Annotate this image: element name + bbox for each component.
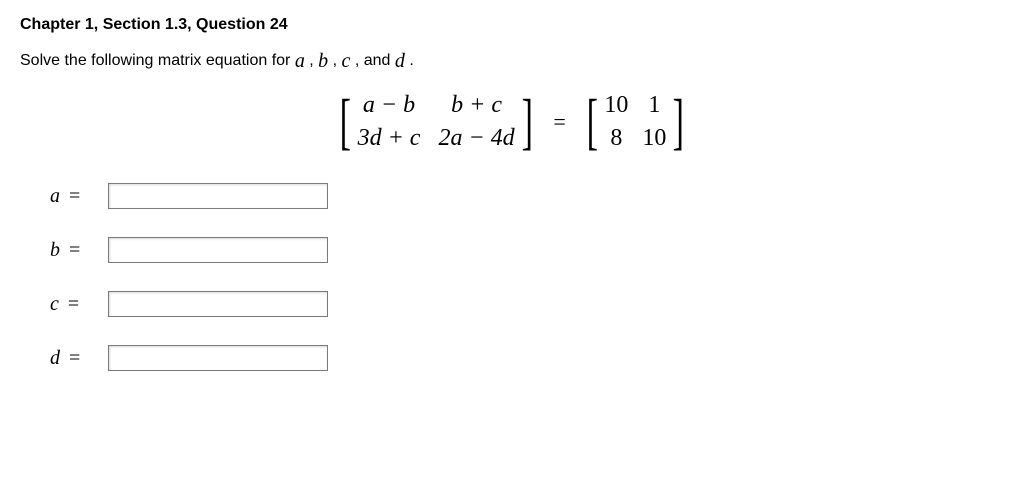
answer-label-c: c = [50, 293, 98, 316]
answers-block: a = b = c = d = [50, 183, 1004, 371]
answer-row-b: b = [50, 237, 1004, 263]
answer-label-b: b = [50, 239, 98, 262]
prompt-suffix: . [409, 52, 413, 69]
answer-row-c: c = [50, 291, 1004, 317]
right-matrix-body: 10 1 8 10 [602, 91, 668, 153]
answer-label-d: d = [50, 347, 98, 370]
lm-cell-11: 2a − 4d [438, 125, 514, 152]
answer-row-d: d = [50, 345, 1004, 371]
rm-cell-10: 8 [604, 125, 628, 152]
left-matrix-body: a − b b + c 3d + c 2a − 4d [356, 91, 517, 153]
lm-cell-10: 3d + c [358, 125, 421, 152]
answer-input-a[interactable] [108, 183, 328, 209]
rm-cell-11: 10 [642, 125, 666, 152]
left-matrix: [ a − b b + c 3d + c 2a − 4d ] [335, 91, 537, 153]
prompt-sep-2: , [333, 52, 342, 69]
prompt-var-d: d [395, 50, 405, 72]
right-matrix: [ 10 1 8 10 ] [582, 91, 689, 153]
prompt-var-a: a [295, 50, 305, 72]
lm-cell-00: a − b [358, 92, 421, 119]
matrix-equation: [ a − b b + c 3d + c 2a − 4d ] = [ 10 1 … [20, 91, 1004, 153]
prompt-sep-1: , [309, 52, 318, 69]
answer-input-d[interactable] [108, 345, 328, 371]
equals-sign: = [547, 109, 571, 135]
prompt-prefix: Solve the following matrix equation for [20, 52, 295, 69]
answer-input-b[interactable] [108, 237, 328, 263]
bracket-right-open: [ [586, 91, 597, 153]
answer-var-c: c [50, 293, 59, 315]
bracket-left-close: ] [521, 91, 532, 153]
answer-label-a: a = [50, 185, 98, 208]
answer-var-a: a [50, 185, 60, 207]
prompt-var-b: b [318, 50, 328, 72]
prompt-var-c: c [342, 50, 351, 72]
lm-cell-01: b + c [438, 92, 514, 119]
rm-cell-00: 10 [604, 92, 628, 119]
answer-var-d: d [50, 347, 60, 369]
answer-row-a: a = [50, 183, 1004, 209]
answer-input-c[interactable] [108, 291, 328, 317]
bracket-right-close: ] [673, 91, 684, 153]
rm-cell-01: 1 [642, 92, 666, 119]
question-heading: Chapter 1, Section 1.3, Question 24 [20, 16, 1004, 34]
bracket-left-open: [ [340, 91, 351, 153]
prompt-sep-last: , and [355, 52, 395, 69]
answer-var-b: b [50, 239, 60, 261]
question-prompt: Solve the following matrix equation for … [20, 48, 1004, 71]
